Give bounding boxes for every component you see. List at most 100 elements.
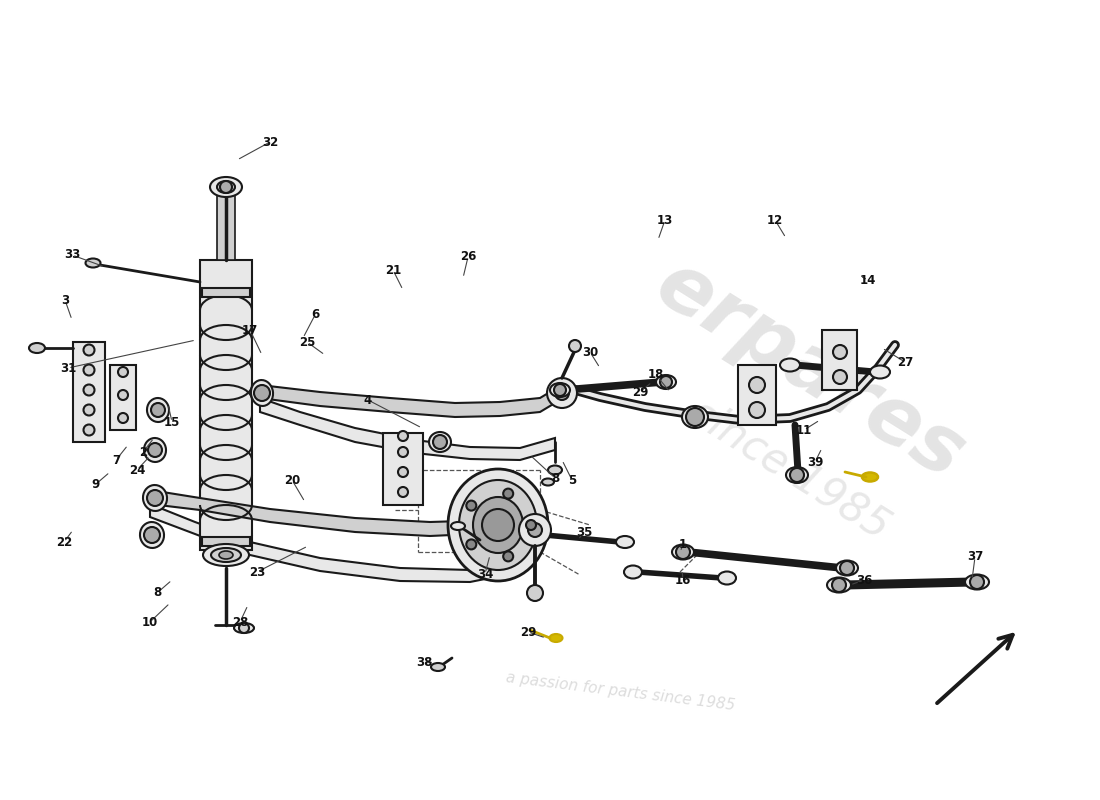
Ellipse shape [718, 571, 736, 585]
Circle shape [503, 551, 514, 562]
Circle shape [660, 376, 672, 388]
Circle shape [220, 181, 232, 193]
Text: 29: 29 [520, 626, 536, 638]
Circle shape [148, 443, 162, 457]
Text: 23: 23 [249, 566, 265, 578]
Circle shape [398, 431, 408, 441]
Circle shape [433, 435, 447, 449]
Ellipse shape [656, 375, 676, 389]
Text: 5: 5 [568, 474, 576, 486]
Circle shape [749, 402, 764, 418]
Text: 20: 20 [284, 474, 300, 486]
Circle shape [147, 490, 163, 506]
Ellipse shape [219, 551, 233, 559]
Circle shape [144, 527, 159, 543]
Circle shape [970, 575, 985, 589]
Text: 38: 38 [416, 657, 432, 670]
Text: 21: 21 [385, 263, 402, 277]
Circle shape [569, 340, 581, 352]
Circle shape [686, 408, 704, 426]
Text: 4: 4 [364, 394, 372, 406]
Ellipse shape [140, 522, 164, 548]
Circle shape [118, 390, 128, 400]
Circle shape [833, 370, 847, 384]
Ellipse shape [542, 478, 554, 486]
Text: 8: 8 [153, 586, 161, 599]
Text: 28: 28 [232, 615, 249, 629]
Polygon shape [150, 504, 535, 582]
Bar [217, 190, 235, 260]
Ellipse shape [234, 623, 254, 633]
Circle shape [84, 405, 95, 415]
Bar [822, 330, 857, 390]
Text: 6: 6 [311, 309, 319, 322]
Ellipse shape [836, 561, 858, 575]
Ellipse shape [217, 181, 235, 193]
Circle shape [84, 345, 95, 355]
Circle shape [118, 413, 128, 423]
Ellipse shape [144, 438, 166, 462]
Text: 34: 34 [476, 567, 493, 581]
Ellipse shape [531, 529, 549, 541]
Text: 17: 17 [242, 323, 258, 337]
Text: 32: 32 [262, 135, 278, 149]
Ellipse shape [473, 497, 522, 553]
Ellipse shape [29, 343, 45, 353]
Text: 13: 13 [657, 214, 673, 226]
Circle shape [749, 377, 764, 393]
Text: 9: 9 [92, 478, 100, 490]
Circle shape [556, 386, 569, 400]
Ellipse shape [251, 380, 273, 406]
Circle shape [790, 468, 804, 482]
Bar [73, 342, 104, 442]
Text: 29: 29 [631, 386, 648, 398]
Circle shape [466, 539, 476, 550]
Ellipse shape [147, 398, 169, 422]
Text: 3: 3 [60, 294, 69, 306]
Ellipse shape [550, 383, 570, 397]
Circle shape [84, 425, 95, 435]
Bar [202, 537, 250, 546]
Text: 8: 8 [551, 471, 559, 485]
Ellipse shape [682, 406, 708, 428]
Ellipse shape [965, 574, 989, 590]
Text: 36: 36 [856, 574, 872, 586]
Text: 10: 10 [142, 615, 158, 629]
Circle shape [466, 501, 476, 510]
Polygon shape [260, 398, 556, 460]
Text: 27: 27 [896, 355, 913, 369]
Text: 15: 15 [164, 415, 180, 429]
Ellipse shape [786, 467, 808, 483]
Circle shape [547, 378, 578, 408]
Text: erpares: erpares [641, 245, 979, 495]
Circle shape [526, 520, 536, 530]
Ellipse shape [459, 480, 537, 570]
Ellipse shape [827, 578, 851, 593]
Bar [110, 365, 136, 430]
Text: 16: 16 [674, 574, 691, 586]
Circle shape [554, 384, 566, 396]
Circle shape [398, 447, 408, 457]
Circle shape [833, 345, 847, 359]
Text: since 1985: since 1985 [682, 392, 898, 548]
Circle shape [482, 509, 514, 541]
Circle shape [151, 403, 165, 417]
Ellipse shape [429, 432, 451, 452]
Text: 33: 33 [64, 249, 80, 262]
Text: 2: 2 [139, 446, 147, 458]
Circle shape [254, 385, 270, 401]
Ellipse shape [211, 548, 241, 562]
Text: 14: 14 [860, 274, 877, 286]
Text: 18: 18 [648, 369, 664, 382]
Text: 35: 35 [575, 526, 592, 538]
Text: 1: 1 [679, 538, 688, 551]
Circle shape [503, 489, 514, 498]
Circle shape [527, 585, 543, 601]
Circle shape [239, 623, 249, 633]
Text: 7: 7 [112, 454, 120, 466]
Bar [383, 433, 424, 505]
Circle shape [398, 487, 408, 497]
Ellipse shape [780, 358, 800, 371]
Text: 11: 11 [796, 423, 812, 437]
Circle shape [519, 514, 551, 546]
